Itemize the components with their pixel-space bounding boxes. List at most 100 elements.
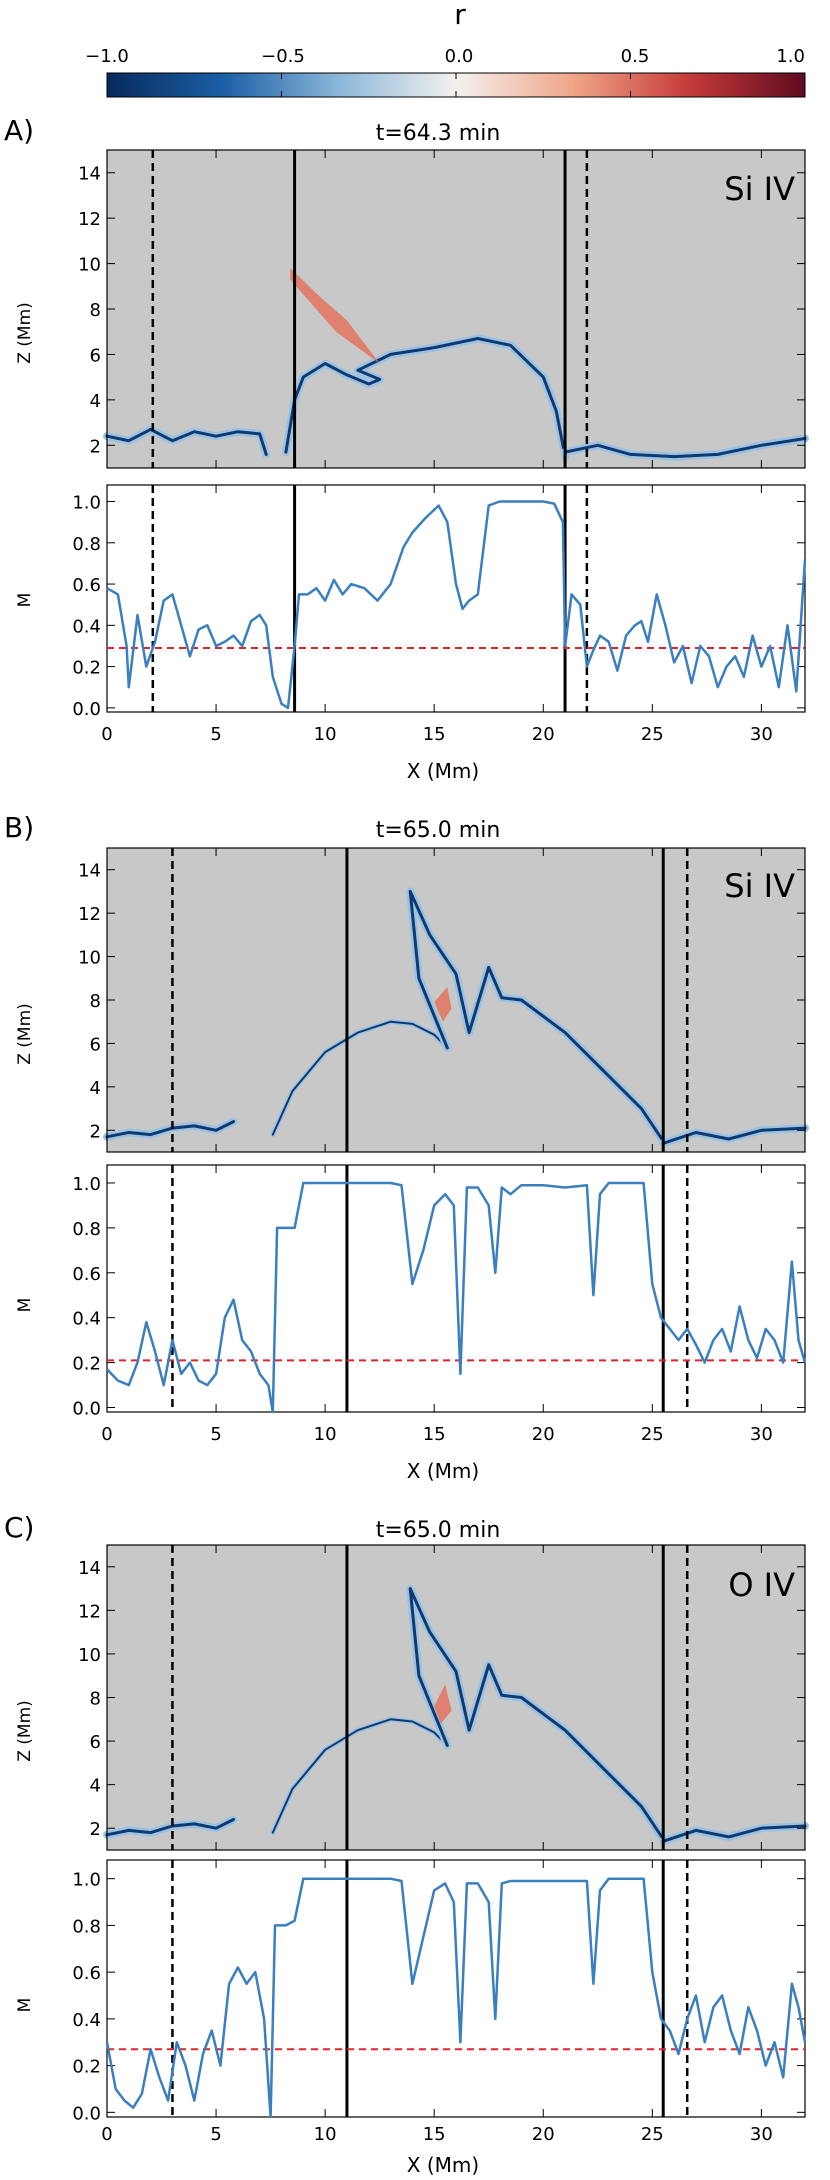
panel-title: t=65.0 min (376, 818, 501, 843)
m-plot-frame (106, 1859, 806, 2118)
x-tick-label: 30 (750, 724, 773, 745)
m-tick-label: 0.0 (72, 2103, 101, 2124)
m-plot-frame (106, 484, 806, 713)
colorbar-title: r (454, 0, 466, 31)
z-tick-label: 12 (78, 904, 101, 925)
x-tick-label: 20 (532, 2124, 555, 2145)
m-axis-label: M (15, 593, 35, 608)
x-tick-label: 0 (101, 724, 112, 745)
x-axis-label: X (Mm) (407, 759, 479, 783)
loop-strand (408, 1587, 665, 1841)
m-tick-label: 0.8 (72, 1916, 101, 1937)
m-series-line (106, 500, 807, 710)
z-tick-label: 12 (78, 209, 101, 230)
m-tick-label: 0.6 (72, 575, 101, 596)
colorbar-tick-label: 1.0 (776, 46, 805, 67)
z-axis-label: Z (Mm) (15, 302, 35, 364)
z-tick-label: 2 (90, 1819, 101, 1840)
z-tick-label: 8 (90, 991, 101, 1012)
m-plot-frame (106, 1164, 806, 1413)
m-tick-label: 1.0 (72, 493, 101, 514)
panel-c: 2 4 6 8 10 12 14 0.0 0.2 0.4 0.6 0.8 1.0 0 5 10 15 20 25 30… (4, 1511, 809, 2177)
z-plot-background (107, 1545, 805, 1850)
ion-label: Si IV (724, 170, 795, 208)
z-plot-background (107, 150, 805, 468)
redshift-patch (434, 1684, 452, 1724)
m-tick-label: 0.4 (72, 2010, 101, 2031)
z-tick-label: 6 (90, 345, 101, 366)
panel-title: t=64.3 min (376, 121, 501, 146)
panel-letter: C) (4, 1511, 34, 1544)
x-tick-label: 25 (641, 2124, 664, 2145)
x-tick-label: 5 (210, 724, 221, 745)
z-tick-label: 4 (90, 391, 101, 412)
m-tick-label: 0.0 (72, 1399, 101, 1420)
m-axis-label: M (15, 1298, 35, 1313)
z-tick-label: 10 (78, 255, 101, 276)
z-tick-label: 12 (78, 1601, 101, 1622)
x-axis-label: X (Mm) (407, 2153, 479, 2177)
m-series-line (106, 1181, 807, 1414)
z-tick-label: 10 (78, 1645, 101, 1666)
loop-strand (661, 1824, 807, 1843)
z-tick-label: 8 (90, 1689, 101, 1710)
panel-b: 2 4 6 8 10 12 14 0.0 0.2 0.4 0.6 0.8 1.0 0 5 10 15 20 25 30… (4, 811, 809, 1483)
loop-strand (284, 337, 567, 459)
ion-label: Si IV (724, 867, 795, 905)
colorbar-tick-label: −0.5 (261, 46, 305, 67)
z-tick-label: 2 (90, 436, 101, 457)
m-tick-label: 0.2 (72, 658, 101, 679)
m-tick-label: 0.8 (72, 1219, 101, 1240)
colorbar-tick-label: −1.0 (85, 46, 129, 67)
z-axis-label: Z (Mm) (15, 1700, 35, 1762)
loop-strand (271, 1020, 449, 1136)
z-tick-label: 14 (78, 861, 101, 882)
x-tick-label: 10 (314, 1424, 337, 1445)
loop-strand (271, 1718, 449, 1834)
z-tick-label: 2 (90, 1121, 101, 1142)
x-tick-label: 25 (641, 1424, 664, 1445)
colorbar-tick-label: 0.5 (621, 46, 650, 67)
z-tick-label: 6 (90, 1034, 101, 1055)
x-tick-label: 20 (532, 1424, 555, 1445)
x-axis-label: X (Mm) (407, 1459, 479, 1483)
m-tick-label: 0.6 (72, 1264, 101, 1285)
m-tick-label: 0.2 (72, 1354, 101, 1375)
m-tick-label: 0.0 (72, 699, 101, 720)
panel-title: t=65.0 min (376, 1518, 501, 1543)
z-tick-label: 6 (90, 1732, 101, 1753)
x-tick-label: 0 (101, 1424, 112, 1445)
panel-a: 2 4 6 8 10 12 14 0.0 0.2 0.4 0.6 0.8 1.0 0 5 10 15 20 25 30… (4, 114, 809, 783)
m-tick-label: 0.4 (72, 1309, 101, 1330)
z-plot-background (107, 848, 805, 1152)
x-tick-label: 15 (423, 724, 446, 745)
z-tick-label: 8 (90, 300, 101, 321)
loop-strand (563, 437, 807, 459)
panel-letter: A) (4, 114, 34, 147)
loop-strand (661, 1126, 807, 1145)
m-tick-label: 0.2 (72, 2057, 101, 2078)
ion-label: O IV (728, 1566, 795, 1604)
x-tick-label: 30 (750, 1424, 773, 1445)
z-tick-label: 14 (78, 1558, 101, 1579)
m-axis-label: M (15, 1998, 35, 2013)
x-tick-label: 30 (750, 2124, 773, 2145)
redshift-patch (434, 987, 452, 1022)
panel-letter: B) (4, 811, 34, 844)
z-axis-label: Z (Mm) (15, 1003, 35, 1065)
colorbar-tick-label: 0.0 (445, 46, 474, 67)
x-tick-label: 5 (210, 2124, 221, 2145)
x-tick-label: 15 (423, 1424, 446, 1445)
x-tick-label: 5 (210, 1424, 221, 1445)
x-tick-label: 10 (314, 2124, 337, 2145)
m-tick-label: 0.8 (72, 534, 101, 555)
x-tick-label: 15 (423, 2124, 446, 2145)
m-series-line (105, 1877, 807, 2119)
colorbar: r −1.0 −0.5 0.0 0.5 1.0 (85, 0, 806, 98)
loop-strand (105, 427, 268, 456)
z-tick-label: 10 (78, 948, 101, 969)
redshift-patch (290, 268, 380, 364)
x-tick-label: 25 (641, 724, 664, 745)
m-tick-label: 1.0 (72, 1870, 101, 1891)
